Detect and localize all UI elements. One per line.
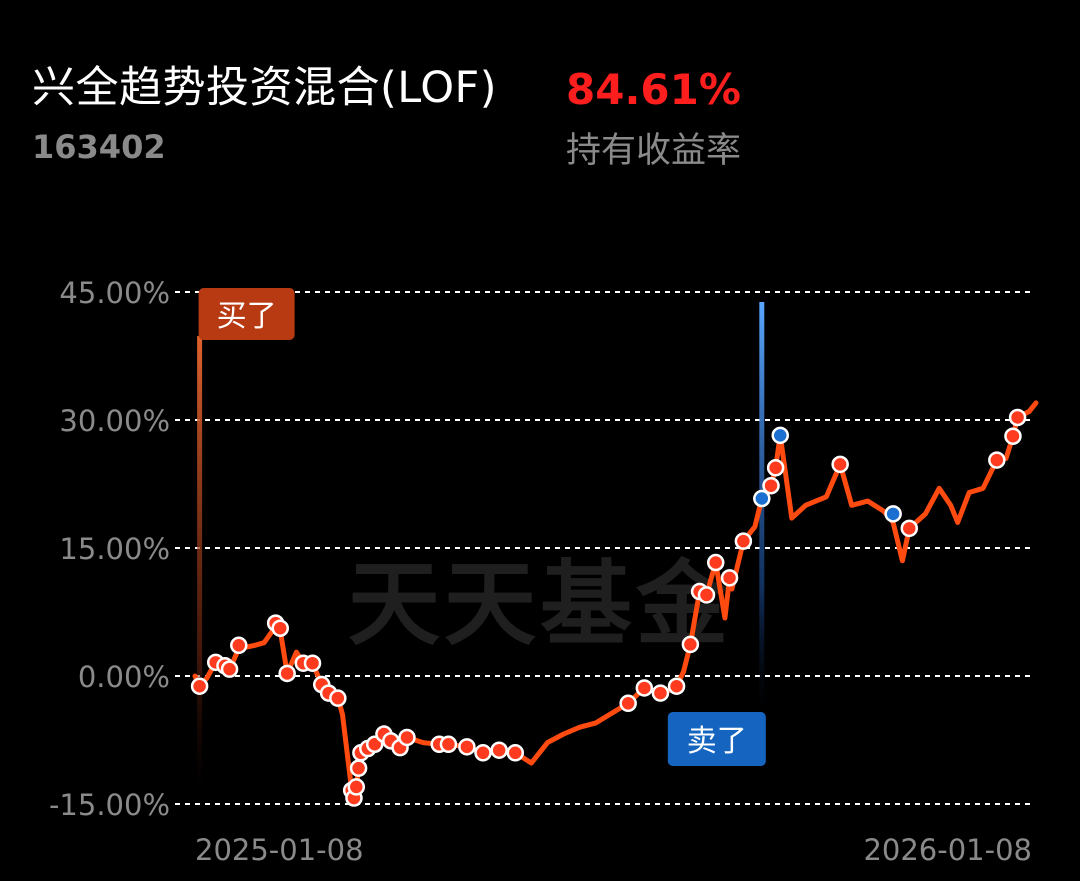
- fund-name: 兴全趋势投资混合(LOF): [32, 63, 498, 113]
- y-tick-label: -15.00%: [49, 788, 170, 822]
- buy-dot[interactable]: [681, 635, 700, 654]
- buy-marker-line: [197, 336, 203, 792]
- y-tick-label: 0.00%: [78, 660, 170, 694]
- buy-dot[interactable]: [734, 532, 753, 550]
- sell-tag-label: 卖了: [687, 724, 747, 759]
- holding-return-value: 84.61%: [566, 65, 741, 114]
- buy-dot[interactable]: [349, 759, 368, 777]
- buy-dot[interactable]: [697, 586, 716, 604]
- buy-dot[interactable]: [303, 654, 322, 672]
- buy-dot[interactable]: [1008, 408, 1027, 427]
- buy-dot[interactable]: [458, 738, 476, 756]
- y-tick-label: 45.00%: [59, 276, 170, 310]
- buy-dot[interactable]: [831, 455, 849, 474]
- buy-dot[interactable]: [190, 677, 209, 695]
- buy-dot[interactable]: [398, 728, 416, 747]
- buy-dot[interactable]: [220, 660, 239, 678]
- buy-tag-background: [198, 288, 295, 340]
- sell-dot[interactable]: [753, 489, 771, 508]
- buy-dot[interactable]: [1004, 427, 1022, 445]
- buy-dot[interactable]: [651, 684, 670, 702]
- buy-dot[interactable]: [988, 451, 1006, 469]
- sell-tag-background: [667, 712, 766, 766]
- buy-dot[interactable]: [900, 519, 919, 538]
- buy-dot[interactable]: [474, 744, 492, 762]
- buy-dot[interactable]: [347, 778, 366, 796]
- buy-dot[interactable]: [762, 476, 780, 495]
- y-axis-labels: 45.00% 30.00% 15.00% 0.00% -15.00%: [49, 276, 170, 822]
- buy-dot[interactable]: [490, 741, 508, 759]
- buy-tag[interactable]: 买了: [198, 288, 295, 340]
- y-tick-label: 30.00%: [59, 404, 170, 438]
- fund-code: 163402: [32, 128, 166, 166]
- buy-dot[interactable]: [667, 677, 686, 695]
- buy-dot[interactable]: [706, 553, 725, 572]
- sell-dot[interactable]: [884, 505, 902, 523]
- y-tick-label: 15.00%: [59, 532, 170, 566]
- buy-dot[interactable]: [619, 694, 637, 713]
- buy-dot[interactable]: [720, 569, 739, 587]
- trade-dots: [190, 408, 1027, 807]
- buy-dot[interactable]: [329, 689, 347, 707]
- buy-dot[interactable]: [766, 459, 785, 477]
- watermark: 天天基金: [348, 551, 732, 658]
- holding-return-label: 持有收益率: [566, 131, 742, 171]
- buy-dot[interactable]: [230, 636, 248, 655]
- buy-dot[interactable]: [439, 735, 458, 754]
- buy-tag-label: 买了: [217, 299, 277, 334]
- buy-dot[interactable]: [271, 619, 290, 637]
- x-axis-start-label: 2025-01-08: [195, 833, 364, 867]
- sell-dot[interactable]: [771, 426, 789, 445]
- sell-tag[interactable]: 卖了: [667, 712, 766, 766]
- buy-dot[interactable]: [635, 679, 654, 697]
- x-axis-end-label: 2026-01-08: [863, 833, 1032, 867]
- buy-dot[interactable]: [506, 744, 525, 762]
- buy-dot[interactable]: [278, 664, 296, 683]
